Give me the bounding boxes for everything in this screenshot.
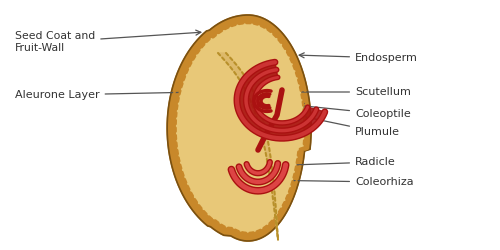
Polygon shape	[176, 24, 304, 232]
Text: Scutellum: Scutellum	[292, 87, 411, 97]
Text: Coleorhiza: Coleorhiza	[259, 177, 414, 187]
Text: Seed Coat and
Fruit-Wall: Seed Coat and Fruit-Wall	[15, 30, 201, 53]
Text: Aleurone Layer: Aleurone Layer	[15, 90, 196, 100]
Text: Endosperm: Endosperm	[299, 53, 418, 63]
Text: Radicle: Radicle	[268, 157, 396, 168]
Polygon shape	[237, 62, 325, 138]
Polygon shape	[218, 53, 278, 240]
Text: Coleoptile: Coleoptile	[299, 104, 411, 119]
Text: Plumule: Plumule	[276, 110, 400, 137]
Polygon shape	[167, 15, 311, 241]
